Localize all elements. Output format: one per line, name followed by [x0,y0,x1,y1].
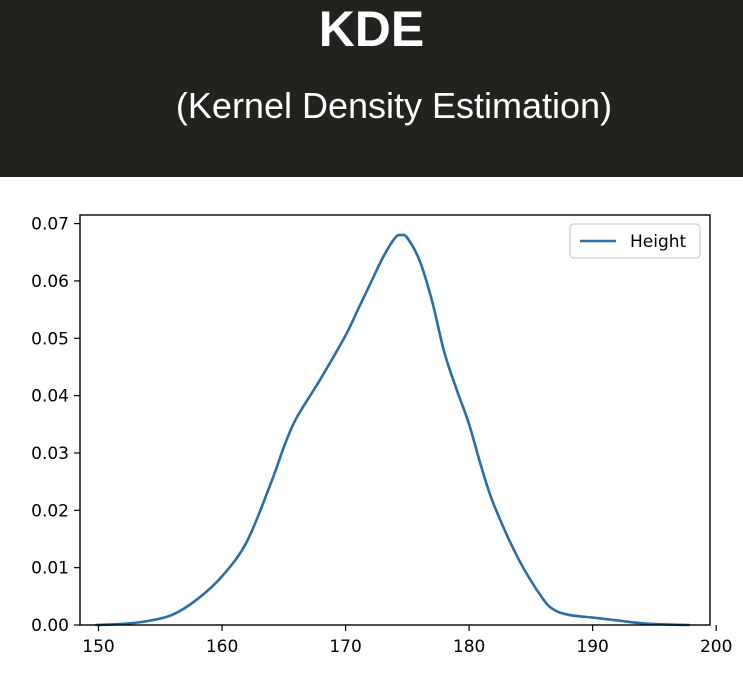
y-tick-label: 0.07 [31,215,69,235]
page-subtitle: (Kernel Density Estimation) [175,85,613,126]
y-tick-label: 0.05 [31,329,69,349]
y-tick-label: 0.00 [31,616,69,636]
axes-frame [79,214,711,626]
legend-label: Height [630,232,687,252]
x-tick-label: 170 [329,637,361,657]
y-tick-label: 0.06 [31,272,69,292]
legend: Height [569,223,701,259]
y-tick-label: 0.04 [31,387,69,407]
x-tick-label: 180 [453,637,485,657]
page-title: KDE [318,1,425,57]
x-tick-label: 190 [576,637,608,657]
legend-box [569,223,701,259]
header-banner: KDE (Kernel Density Estimation) [0,0,743,177]
x-tick-label: 150 [82,637,114,657]
x-tick-label: 200 [700,637,732,657]
plot-area [94,233,691,627]
axes: 150 160 170 180 190 200 0.00 0.01 0.02 0.03 0.04 0.… [31,214,732,657]
y-tick-label: 0.01 [31,559,69,579]
x-tick-label: 160 [206,637,238,657]
series-line-0 [94,233,691,627]
y-tick-label: 0.03 [31,444,69,464]
y-tick-label: 0.02 [31,501,69,521]
